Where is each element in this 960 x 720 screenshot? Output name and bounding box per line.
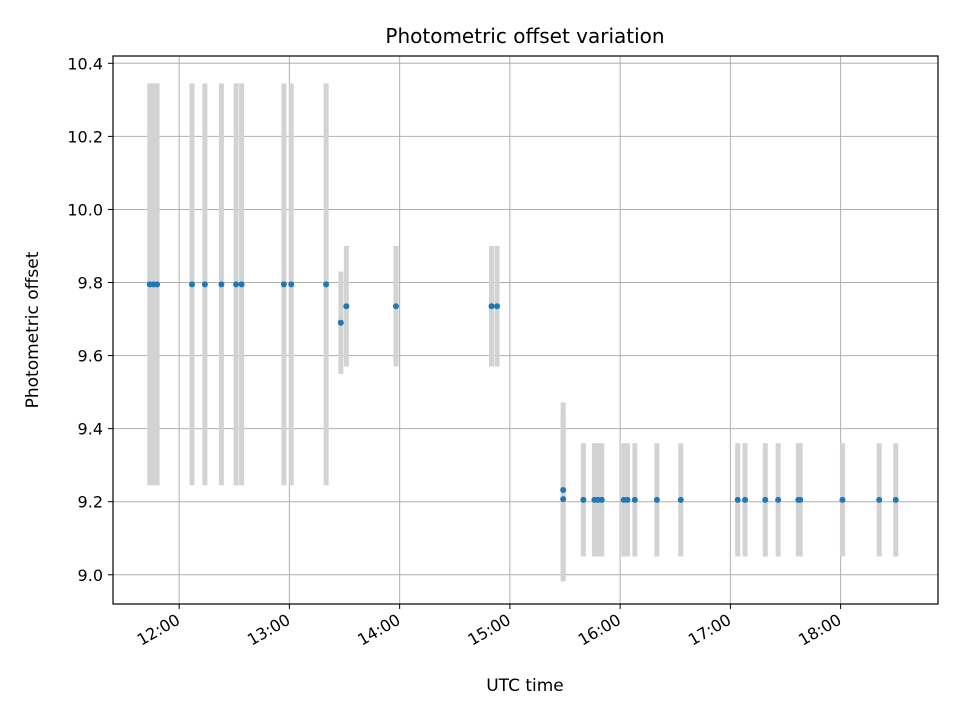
data-point: [775, 496, 782, 503]
data-point: [201, 281, 208, 288]
data-point: [154, 281, 161, 288]
y-axis-title: Photometric offset: [23, 251, 43, 408]
data-point: [677, 496, 684, 503]
data-point: [488, 303, 495, 310]
y-tick-label: 9.6: [78, 347, 103, 366]
chart-title: Photometric offset variation: [385, 24, 664, 48]
y-tick-label: 10.0: [67, 200, 103, 219]
data-point: [343, 303, 350, 310]
grid-lines: [113, 56, 938, 604]
data-point: [598, 496, 605, 503]
y-axis-ticks: 9.0 9.2 9.4 9.6 9.8 10.0 10.2 10.4: [67, 54, 113, 585]
data-point: [233, 281, 240, 288]
data-point: [892, 496, 899, 503]
data-point: [189, 281, 196, 288]
data-point: [238, 281, 245, 288]
data-point: [624, 496, 631, 503]
data-point: [323, 281, 330, 288]
data-point: [653, 496, 660, 503]
data-point: [280, 281, 287, 288]
data-point: [288, 281, 295, 288]
data-points: [146, 281, 899, 503]
y-tick-label: 9.2: [78, 493, 103, 512]
data-point: [580, 496, 587, 503]
data-point: [218, 281, 225, 288]
data-point: [392, 303, 399, 310]
x-axis-title: UTC time: [486, 676, 564, 696]
data-point: [560, 487, 567, 494]
y-tick-label: 10.4: [67, 54, 103, 73]
data-point: [876, 496, 883, 503]
data-point: [762, 496, 769, 503]
y-tick-label: 9.4: [78, 420, 103, 439]
data-point: [494, 303, 501, 310]
data-point: [742, 496, 749, 503]
y-tick-label: 10.2: [67, 127, 103, 146]
y-tick-label: 9.8: [78, 274, 103, 293]
plot-frame: [112, 55, 939, 605]
data-point: [797, 496, 804, 503]
data-point: [839, 496, 846, 503]
y-tick-label: 9.0: [78, 566, 103, 585]
data-point: [734, 496, 741, 503]
data-point: [337, 319, 344, 326]
data-point: [560, 496, 567, 503]
data-point: [631, 496, 638, 503]
